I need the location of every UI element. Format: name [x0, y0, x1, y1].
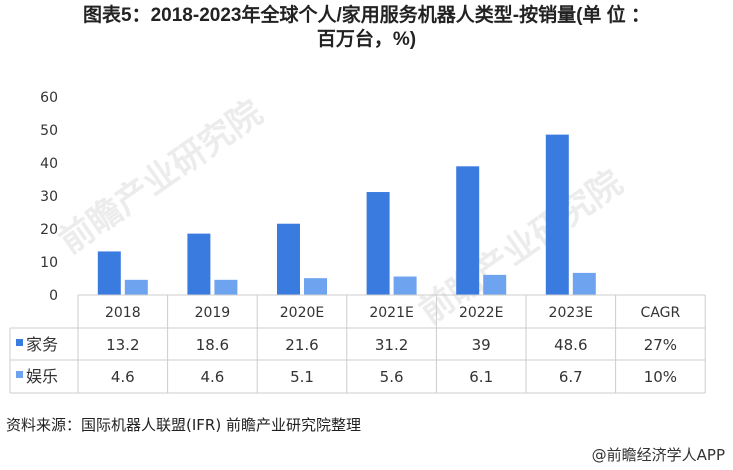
- data-label: 21.6: [285, 336, 318, 354]
- data-label: 18.6: [196, 336, 229, 354]
- data-label: 10%: [644, 368, 677, 386]
- source-note: 资料来源：国际机器人联盟(IFR) 前瞻产业研究院整理: [6, 416, 361, 434]
- chart-svg: 0 10 20 30 40 50 60 2018 2019 2020E 2021E 2022E 2023…: [9, 90, 706, 394]
- y-tick-label: 60: [40, 90, 58, 106]
- x-category-label: 2023E: [549, 305, 593, 321]
- y-tick-label: 50: [40, 123, 58, 139]
- bar-housework: [366, 192, 390, 295]
- x-category-label: 2021E: [369, 305, 413, 321]
- y-tick-label: 10: [40, 255, 58, 271]
- x-category-label: 2018: [105, 305, 141, 321]
- x-category-label: 2020E: [280, 305, 324, 321]
- data-label: 5.1: [290, 368, 314, 386]
- data-label: 13.2: [106, 336, 139, 354]
- x-category-label: CAGR: [641, 305, 681, 321]
- data-label: 4.6: [111, 368, 135, 386]
- bar-housework: [97, 251, 121, 295]
- bar-entertainment: [393, 276, 417, 295]
- data-label: 4.6: [200, 368, 224, 386]
- credit: @前瞻经济学人APP: [591, 446, 725, 464]
- data-label: 31.2: [375, 336, 408, 354]
- bar-entertainment: [572, 272, 596, 295]
- title-line-2: 百万台，%): [316, 29, 417, 50]
- title-line-1: 图表5：2018-2023年全球个人/家用服务机器人类型-按销量(单 位 ：: [83, 5, 650, 26]
- legend-label: 家务: [26, 335, 58, 354]
- y-tick-label: 40: [40, 156, 58, 172]
- data-label: 6.7: [559, 368, 583, 386]
- x-category-label: 2022E: [459, 305, 503, 321]
- y-tick-label: 20: [40, 222, 58, 238]
- y-tick-label: 30: [40, 189, 58, 205]
- y-tick-label: 0: [49, 288, 58, 304]
- bar-entertainment: [483, 274, 507, 295]
- bar-entertainment: [304, 278, 327, 295]
- bar-entertainment: [214, 279, 238, 295]
- bar-entertainment: [124, 279, 148, 295]
- bar-housework: [456, 166, 480, 295]
- bar-housework: [545, 134, 569, 295]
- bar-housework: [187, 233, 211, 295]
- chart-title: 图表5：2018-2023年全球个人/家用服务机器人类型-按销量(单 位 ： 百…: [0, 4, 733, 52]
- data-label: 48.6: [554, 336, 587, 354]
- legend-swatch: [16, 339, 23, 346]
- data-label: 39: [472, 336, 491, 354]
- data-label: 6.1: [469, 368, 493, 386]
- data-label: 27%: [644, 336, 677, 354]
- legend-label: 娱乐: [26, 367, 58, 386]
- data-label: 5.6: [380, 368, 404, 386]
- bar-housework: [277, 223, 300, 295]
- legend-swatch: [16, 371, 23, 378]
- x-category-label: 2019: [195, 305, 231, 321]
